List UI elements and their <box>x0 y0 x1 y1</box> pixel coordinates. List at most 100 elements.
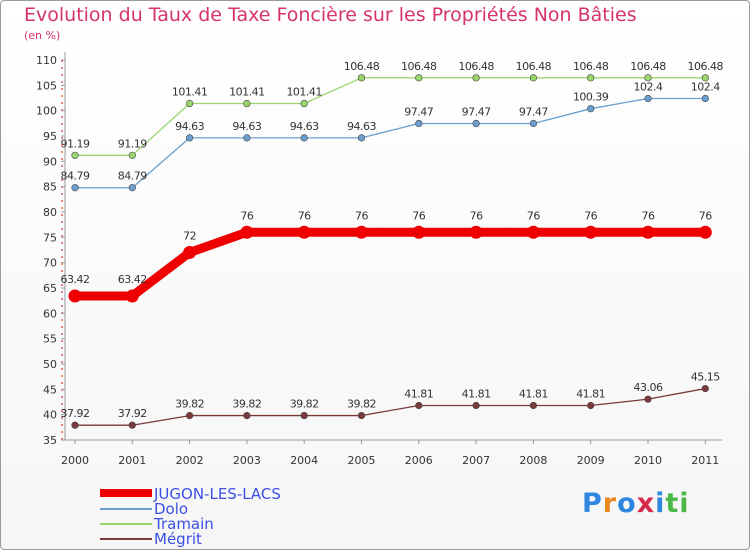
data-label: 76 <box>355 209 368 222</box>
x-tick-label: 2002 <box>176 454 204 467</box>
data-point <box>472 401 480 410</box>
logo-letter: r <box>602 488 618 519</box>
series-line <box>70 227 710 301</box>
data-point <box>587 105 595 113</box>
data-label: 102.4 <box>634 81 663 94</box>
data-point <box>243 411 251 420</box>
data-label: 41.81 <box>519 387 548 400</box>
x-tick-label: 2001 <box>118 454 146 467</box>
logo-letter: i <box>655 488 666 519</box>
y-tick-label: 60 <box>43 307 57 320</box>
data-point <box>587 401 595 410</box>
data-label: 97.47 <box>519 105 548 118</box>
data-point <box>641 225 655 239</box>
data-label: 37.92 <box>61 407 90 420</box>
y-tick-label: 110 <box>36 54 57 67</box>
y-tick-label: 105 <box>36 79 57 92</box>
data-point <box>412 225 426 239</box>
data-point <box>183 246 197 260</box>
data-label: 106.48 <box>344 60 380 73</box>
x-tick-label: 2006 <box>405 454 433 467</box>
legend: JUGON-LES-LACS Dolo Tramain Mégrit <box>100 485 400 548</box>
data-point <box>701 74 709 82</box>
data-point <box>71 151 79 159</box>
data-point <box>469 225 483 239</box>
logo-letter: x <box>636 488 656 519</box>
data-label: 100.39 <box>573 91 609 104</box>
y-tick-label: 70 <box>43 257 57 270</box>
chart-title: Evolution du Taux de Taxe Foncière sur l… <box>24 4 637 26</box>
data-label: 91.19 <box>118 137 147 150</box>
data-label: 94.63 <box>232 120 261 133</box>
data-point <box>415 74 423 82</box>
legend-label: Dolo <box>154 500 189 518</box>
legend-item-tramain: Tramain <box>100 515 400 533</box>
data-label: 39.82 <box>232 398 261 411</box>
data-point <box>529 74 538 82</box>
data-label: 102.4 <box>691 81 720 94</box>
data-label: 76 <box>240 209 253 222</box>
x-tick-label: 2011 <box>691 454 719 467</box>
y-tick-label: 35 <box>43 434 57 447</box>
data-label: 37.92 <box>118 407 147 420</box>
data-point <box>186 411 194 420</box>
data-label: 41.81 <box>404 387 433 400</box>
data-point <box>644 94 652 103</box>
data-point <box>71 421 79 429</box>
data-point <box>357 411 366 420</box>
y-tick-label: 75 <box>43 231 57 244</box>
logo-letter: t <box>665 488 680 519</box>
series-line <box>74 97 706 189</box>
data-label: 76 <box>699 209 712 222</box>
proxiti-logo: Proxiti <box>582 488 690 519</box>
data-point <box>125 289 139 303</box>
data-label: 41.81 <box>462 387 491 400</box>
legend-item-megrit: Mégrit <box>100 530 400 548</box>
y-tick-label: 100 <box>36 105 57 118</box>
data-point <box>297 225 311 239</box>
y-tick-label: 45 <box>43 383 57 396</box>
logo-letter: o <box>617 488 637 519</box>
data-point <box>415 401 423 410</box>
data-label: 97.47 <box>462 105 491 118</box>
data-point <box>128 151 136 159</box>
x-tick-label: 2004 <box>290 454 318 467</box>
data-point <box>644 395 652 403</box>
data-point <box>243 99 251 108</box>
data-label: 84.79 <box>61 170 90 183</box>
data-label: 39.82 <box>347 398 376 411</box>
data-label: 106.48 <box>573 60 609 73</box>
data-point <box>644 74 652 82</box>
data-point <box>243 134 251 142</box>
legend-swatch <box>100 489 152 497</box>
data-point <box>300 134 308 142</box>
data-label: 106.48 <box>458 60 494 73</box>
y-tick-label: 40 <box>43 409 57 422</box>
legend-item-dolo: Dolo <box>100 500 400 518</box>
chart-subtitle: (en %) <box>24 29 61 42</box>
series-line <box>74 387 706 426</box>
data-label: 101.41 <box>172 86 208 99</box>
x-tick-label: 2008 <box>519 454 547 467</box>
data-label: 106.48 <box>688 60 724 73</box>
logo-letter: P <box>582 488 603 519</box>
x-tick-label: 2005 <box>348 454 376 467</box>
data-label: 106.48 <box>630 60 666 73</box>
y-tick-label: 95 <box>43 130 57 143</box>
data-point <box>186 134 194 142</box>
logo-letter: i <box>679 488 690 519</box>
y-tick-label: 90 <box>43 155 57 168</box>
legend-swatch <box>100 508 152 510</box>
data-point <box>529 401 538 410</box>
data-point <box>701 94 709 103</box>
data-label: 41.81 <box>576 387 605 400</box>
data-label: 76 <box>584 209 597 222</box>
y-tick-label: 50 <box>43 358 57 371</box>
series-line <box>74 77 706 156</box>
data-point <box>128 184 136 192</box>
data-label: 76 <box>298 209 311 222</box>
data-label: 101.41 <box>229 86 265 99</box>
legend-swatch <box>100 523 152 525</box>
data-label: 106.48 <box>401 60 437 73</box>
data-point <box>186 99 194 108</box>
